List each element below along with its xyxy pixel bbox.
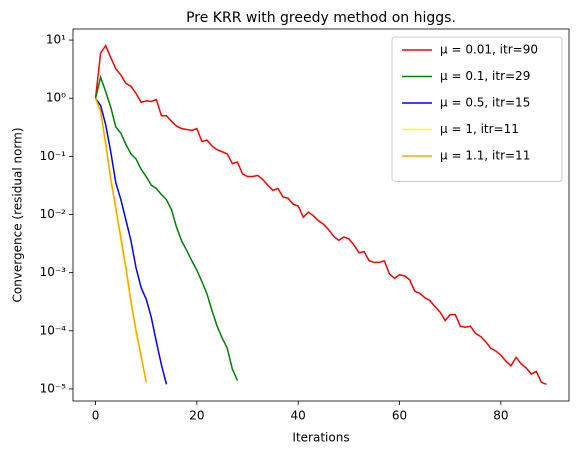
chart-title: Pre KRR with greedy method on higgs. xyxy=(186,10,456,26)
y-tick-label: 10⁻² xyxy=(40,207,67,221)
y-tick-label: 10⁰ xyxy=(46,91,66,105)
series-line xyxy=(94,97,168,385)
x-tick-label: 0 xyxy=(92,409,100,423)
x-axis-label: Iterations xyxy=(292,431,349,445)
y-tick-label: 10⁻¹ xyxy=(40,149,67,163)
y-tick-label: 10¹ xyxy=(46,33,66,47)
y-tick-label: 10⁻⁵ xyxy=(40,381,67,395)
x-tick-label: 40 xyxy=(291,409,306,423)
series-line xyxy=(94,74,239,381)
y-tick-label: 10⁻⁴ xyxy=(40,323,67,337)
legend-label: μ = 1, itr=11 xyxy=(440,122,519,136)
legend-label: μ = 1.1, itr=11 xyxy=(440,149,530,163)
series-line xyxy=(94,97,147,383)
y-axis-label: Convergence (residual norm) xyxy=(11,127,25,302)
series-line xyxy=(94,44,547,386)
legend-label: μ = 0.1, itr=29 xyxy=(440,69,530,83)
legend: μ = 0.01, itr=90 μ = 0.1, itr=29 μ = 0.5, … xyxy=(391,36,563,182)
x-tick-label: 20 xyxy=(189,409,204,423)
x-tick-label: 60 xyxy=(392,409,407,423)
x-tick-label: 80 xyxy=(493,409,508,423)
legend-label: μ = 0.01, itr=90 xyxy=(440,43,538,57)
axes-frame xyxy=(72,28,570,402)
legend-label: μ = 0.5, itr=15 xyxy=(440,96,530,110)
y-tick-label: 10⁻³ xyxy=(40,265,67,279)
legend-box xyxy=(391,36,563,182)
